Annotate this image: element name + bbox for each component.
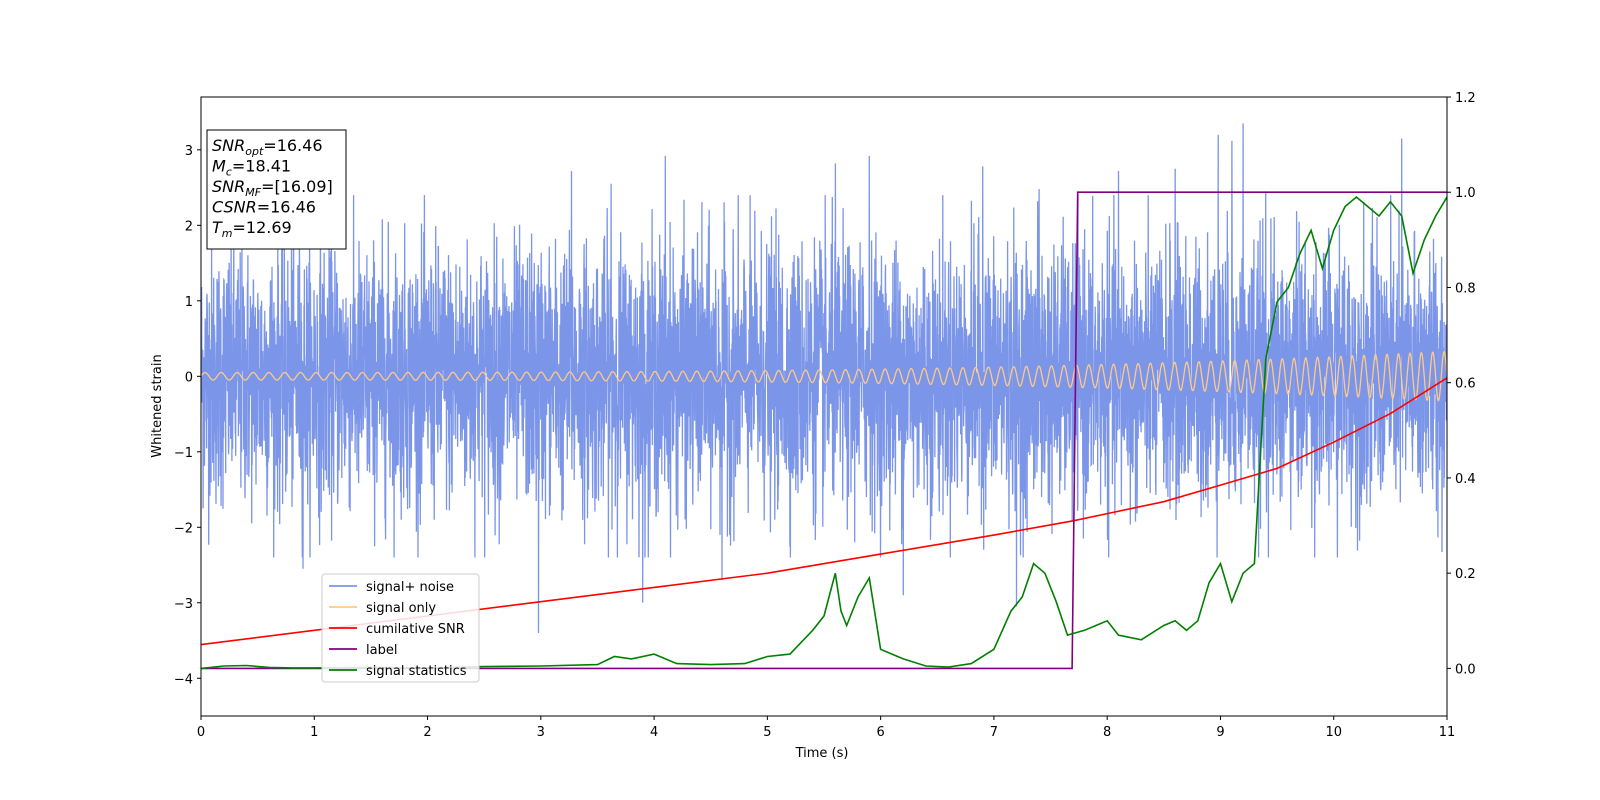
annotation-line: CSNR=16.46	[212, 198, 316, 217]
x-tick-label: 8	[1103, 725, 1111, 740]
x-tick-label: 10	[1325, 725, 1342, 740]
annotation-line: SNRopt=16.46	[212, 136, 323, 158]
legend-frame	[321, 573, 480, 683]
x-axis-label: Time (s)	[795, 746, 849, 761]
annotation-line: SNRMF=[16.09]	[212, 177, 333, 199]
label-line	[201, 191, 1447, 670]
y-left-tick-label: −1	[174, 446, 193, 461]
y-right-tick-label: 0.8	[1455, 281, 1476, 296]
legend-label-signal-only: signal only	[366, 601, 436, 616]
axis-layer: 0 1 2 3 4 5 6 7 8 9 10 113210−1−2−3−41.21.00.80.60.…	[174, 91, 1476, 740]
x-tick-label: 0	[197, 725, 205, 740]
x-tick-label: 11	[1439, 725, 1456, 740]
y-left-tick-label: 1	[185, 295, 193, 310]
legend-label-signal-statistics: signal statistics	[366, 664, 467, 679]
annotation-line: Mc=18.41	[212, 157, 291, 179]
x-tick-label: 2	[423, 725, 431, 740]
y-right-tick-label: 1.2	[1455, 91, 1476, 106]
y-left-tick-label: −2	[174, 521, 193, 536]
plot-frame	[200, 96, 1448, 717]
x-tick-label: 1	[310, 725, 318, 740]
x-tick-label: 6	[876, 725, 884, 740]
series-layer	[201, 123, 1447, 670]
y-right-tick-label: 1.0	[1455, 186, 1476, 201]
signal-noise-line	[201, 123, 1447, 634]
annotation-frame	[206, 129, 347, 250]
y-left-tick-label: 3	[185, 144, 193, 159]
x-tick-label: 3	[537, 725, 545, 740]
y-left-tick-label: −4	[174, 672, 193, 687]
annotation-box: SNRopt=16.46Mc=18.41SNRMF=[16.09]CSNR=16…	[206, 129, 347, 250]
x-tick-label: 5	[763, 725, 771, 740]
legend-label-signal-noise: signal+ noise	[366, 580, 454, 595]
legend: signal+ noise signal only cumilative SNR la…	[321, 573, 480, 683]
x-tick-label: 7	[990, 725, 998, 740]
y-right-tick-label: 0.4	[1455, 472, 1476, 487]
y-right-tick-label: 0.0	[1455, 662, 1476, 677]
y-left-tick-label: −3	[174, 597, 193, 612]
y-right-tick-label: 0.2	[1455, 567, 1476, 582]
signal-statistics-line	[201, 195, 1447, 670]
y-left-tick-label: 2	[185, 219, 193, 234]
cumilative-snr-line	[201, 377, 1447, 646]
legend-label-label: label	[366, 643, 397, 658]
y-axis-label-left: Whitened strain	[150, 354, 165, 457]
x-tick-label: 9	[1216, 725, 1224, 740]
annotation-line: Tm=12.69	[212, 218, 292, 240]
y-right-tick-label: 0.6	[1455, 377, 1476, 392]
signal-only-line	[201, 350, 1447, 402]
x-tick-label: 4	[650, 725, 658, 740]
y-left-tick-label: 0	[185, 370, 193, 385]
legend-label-cumilative-snr: cumilative SNR	[366, 622, 465, 637]
